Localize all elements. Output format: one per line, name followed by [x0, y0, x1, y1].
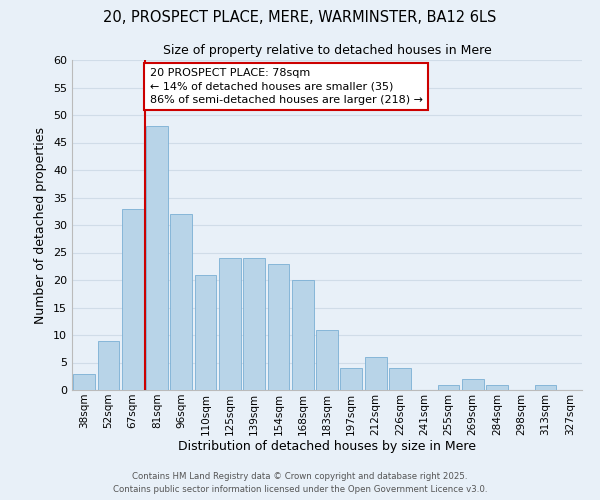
Bar [122, 208, 143, 390]
Bar [340, 368, 362, 390]
Title: Size of property relative to detached houses in Mere: Size of property relative to detached ho… [163, 44, 491, 58]
Text: 20, PROSPECT PLACE, MERE, WARMINSTER, BA12 6LS: 20, PROSPECT PLACE, MERE, WARMINSTER, BA… [103, 10, 497, 25]
Bar [146, 126, 168, 390]
Bar [219, 258, 241, 390]
Bar [316, 330, 338, 390]
Bar [365, 357, 386, 390]
Bar [73, 374, 95, 390]
Bar [243, 258, 265, 390]
Bar [170, 214, 192, 390]
Text: Contains HM Land Registry data © Crown copyright and database right 2025.
Contai: Contains HM Land Registry data © Crown c… [113, 472, 487, 494]
Text: 20 PROSPECT PLACE: 78sqm
← 14% of detached houses are smaller (35)
86% of semi-d: 20 PROSPECT PLACE: 78sqm ← 14% of detach… [150, 68, 423, 104]
Bar [268, 264, 289, 390]
Bar [292, 280, 314, 390]
Bar [389, 368, 411, 390]
Bar [97, 340, 119, 390]
Bar [535, 384, 556, 390]
Bar [462, 379, 484, 390]
Bar [194, 274, 217, 390]
X-axis label: Distribution of detached houses by size in Mere: Distribution of detached houses by size … [178, 440, 476, 454]
Bar [437, 384, 460, 390]
Y-axis label: Number of detached properties: Number of detached properties [34, 126, 47, 324]
Bar [486, 384, 508, 390]
